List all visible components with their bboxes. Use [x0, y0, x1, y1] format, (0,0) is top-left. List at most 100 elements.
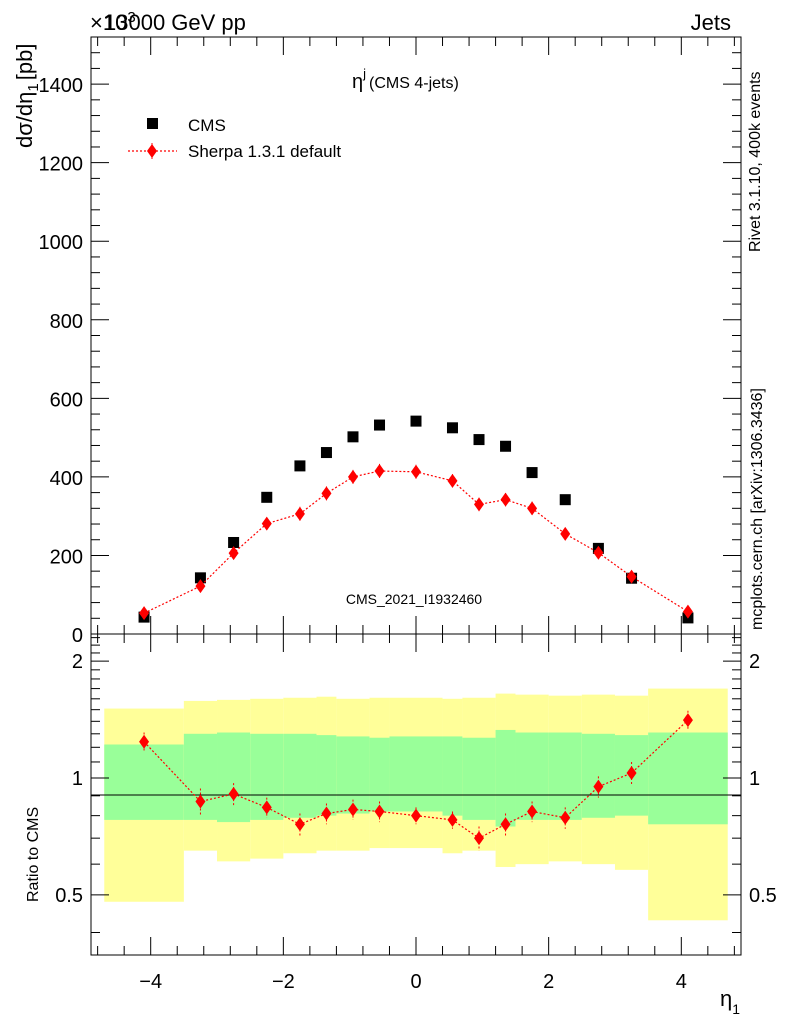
- y-axis-label: dσ/dη1[pb]: [12, 44, 42, 148]
- ratio-panel: −4 −2 0 2 4 0.5 0.5 1 1 2 2 Ratio to CMS η1: [25, 633, 777, 1017]
- sherpa-data-point: [195, 579, 206, 594]
- main-y-tick-label: 600: [50, 389, 83, 411]
- sherpa-data-point: [500, 492, 511, 507]
- rivet-label: Rivet 3.1.10, 400k events: [747, 71, 764, 252]
- legend-marker-sherpa: [147, 144, 157, 158]
- ratio-x-tick-label: 4: [676, 971, 687, 993]
- sherpa-data-point: [682, 604, 693, 619]
- sherpa-data-point: [626, 569, 637, 584]
- sherpa-data-point: [139, 606, 150, 621]
- sherpa-ratio-point: [500, 817, 511, 832]
- legend-label-sherpa: Sherpa 1.3.1 default: [188, 142, 341, 161]
- ratio-band-inner: [581, 733, 615, 818]
- ratio-x-tick-label: 2: [543, 971, 554, 993]
- ratio-frame: [90, 633, 742, 956]
- sherpa-ratio-point: [195, 794, 206, 809]
- cms-data-point: [526, 467, 538, 479]
- cms-data-point: [559, 494, 571, 506]
- main-y-tick-label: 200: [50, 546, 83, 568]
- ratio-y-tick-label: 2: [72, 651, 83, 673]
- analysis-watermark: CMS_2021_I1932460: [346, 591, 482, 607]
- ratio-band-inner: [217, 732, 251, 823]
- ratio-y-tick-label: 0.5: [749, 885, 777, 907]
- cms-data-point: [294, 460, 306, 472]
- main-y-tick-label: 1000: [39, 232, 84, 254]
- sherpa-ratio-point: [682, 713, 693, 728]
- main-series: [138, 415, 694, 624]
- x-axis-label: η1: [720, 986, 740, 1017]
- main-y-tick-label: 800: [50, 311, 83, 333]
- header-right-title: Jets: [691, 10, 731, 35]
- ratio-band-inner: [283, 733, 317, 818]
- ratio-x-tick-label: 0: [410, 971, 421, 993]
- sherpa-data-point: [261, 516, 272, 531]
- ratio-series: [139, 710, 693, 851]
- cms-data-point: [194, 572, 206, 584]
- ratio-bands: [104, 688, 728, 921]
- sherpa-ratio-point: [374, 804, 385, 819]
- cms-data-point: [500, 440, 512, 452]
- sherpa-data-point: [474, 497, 485, 512]
- sherpa-data-point: [411, 464, 421, 479]
- cms-data-point: [261, 491, 273, 503]
- sherpa-data-point: [228, 546, 239, 561]
- sherpa-ratio-point: [228, 786, 239, 801]
- plot-title: ηj(CMS 4-jets): [352, 66, 459, 93]
- cms-data-point: [228, 536, 240, 548]
- header-left-title: 13000 GeV pp: [104, 10, 246, 35]
- legend: CMS Sherpa 1.3.1 default: [128, 116, 341, 161]
- ratio-y-axis-label: Ratio to CMS: [25, 807, 42, 902]
- ratio-band-inner: [369, 737, 390, 812]
- sherpa-data-point: [294, 506, 305, 521]
- sherpa-ratio-point: [447, 812, 458, 827]
- ratio-band-inner: [336, 736, 370, 814]
- cms-data-point: [347, 431, 359, 443]
- sherpa-ratio-point: [347, 802, 358, 817]
- ratio-band-inner: [316, 735, 337, 816]
- ratio-x-tick-label: −4: [139, 971, 162, 993]
- main-y-tick-label: 1400: [39, 75, 84, 97]
- ratio-band-inner: [495, 729, 516, 827]
- main-y-tick-label: 0: [72, 625, 83, 647]
- sherpa-ratio-point: [321, 806, 332, 821]
- cms-data-point: [374, 419, 386, 431]
- cms-data-point: [410, 415, 422, 427]
- ratio-y-tick-label: 1: [72, 768, 83, 790]
- cms-data-point: [446, 422, 458, 434]
- cms-data-point: [320, 447, 332, 459]
- sherpa-ratio-point: [560, 810, 571, 825]
- ratio-band-inner: [104, 744, 184, 820]
- sherpa-data-point: [374, 464, 385, 479]
- sherpa-data-point: [560, 526, 571, 541]
- ratio-band-inner: [442, 736, 463, 816]
- main-y-tick-label: 1200: [39, 154, 84, 176]
- legend-marker-cms: [147, 118, 158, 129]
- main-axis-ticks: 0 200 400 600 800 1000 1200 1400: [39, 36, 741, 647]
- ratio-x-tick-label: −2: [272, 971, 295, 993]
- sherpa-ratio-point: [294, 817, 305, 832]
- sherpa-ratio-point: [527, 804, 538, 819]
- sherpa-ratio-point: [626, 766, 637, 781]
- sherpa-data-point: [527, 501, 538, 516]
- exponent-label: ×103: [90, 9, 136, 35]
- cms-data-point: [473, 434, 485, 446]
- ratio-band-inner: [648, 732, 728, 825]
- main-y-tick-label: 400: [50, 468, 83, 490]
- legend-label-cms: CMS: [188, 116, 226, 135]
- sherpa-data-point: [321, 486, 332, 501]
- sherpa-ratio-point: [593, 779, 604, 794]
- sherpa-data-point: [447, 473, 458, 488]
- ratio-band-inner: [462, 737, 496, 820]
- ratio-band-inner: [548, 732, 582, 820]
- ratio-y-tick-label: 1: [749, 768, 760, 790]
- ratio-axis-ticks: −4 −2 0 2 4 0.5 0.5 1 1 2 2: [55, 634, 777, 993]
- sherpa-data-point: [593, 545, 604, 560]
- sherpa-ratio-point: [411, 808, 421, 823]
- sherpa-data-point: [347, 469, 358, 484]
- sherpa-ratio-point: [261, 800, 272, 815]
- sherpa-ratio-line: [143, 719, 689, 839]
- ratio-y-tick-label: 0.5: [55, 885, 83, 907]
- ratio-y-tick-label: 2: [749, 651, 760, 673]
- ratio-band-inner: [389, 736, 443, 812]
